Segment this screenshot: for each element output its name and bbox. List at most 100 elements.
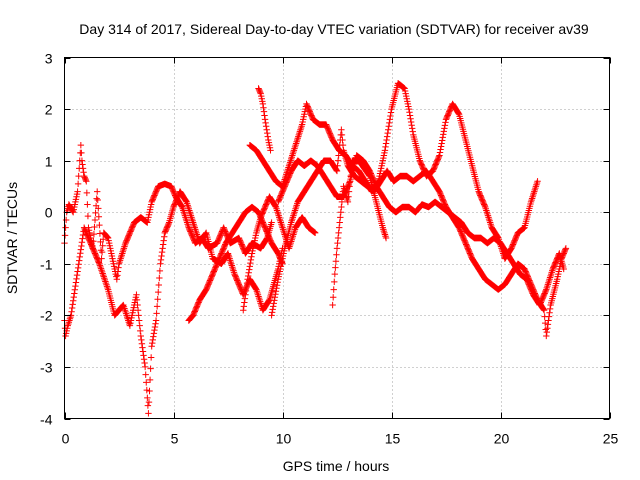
y-tick-label: -2 (40, 308, 53, 324)
data-point (151, 326, 158, 334)
data-point (275, 212, 282, 219)
data-point (483, 209, 491, 216)
data-point (279, 226, 287, 233)
data-point (546, 274, 554, 281)
data-point (330, 286, 337, 293)
data-point (240, 303, 248, 310)
data-point (74, 180, 82, 188)
data-point (98, 268, 106, 276)
data-point (338, 203, 345, 211)
data-point (548, 269, 555, 276)
data-point (544, 321, 552, 328)
data-point (142, 371, 149, 378)
data-point (264, 133, 271, 140)
data-point (80, 169, 87, 176)
data-point (545, 279, 552, 286)
data-point (79, 165, 87, 172)
data-point (84, 212, 92, 220)
data-point (335, 224, 343, 231)
data-point (120, 246, 127, 254)
data-point (387, 112, 394, 120)
data-point (138, 336, 145, 344)
data-point (547, 272, 554, 280)
data-point (255, 293, 262, 300)
data-point (549, 267, 556, 274)
data-point (97, 263, 104, 271)
data-point (62, 224, 69, 231)
y-tick-label: 3 (45, 51, 53, 67)
data-point (543, 328, 551, 336)
data-point (268, 219, 275, 226)
data-point (256, 89, 264, 96)
data-point (345, 193, 352, 200)
data-point (347, 172, 354, 180)
data-point (139, 348, 147, 355)
x-tick-label: 10 (276, 431, 292, 447)
data-point (103, 283, 111, 290)
data-point (66, 315, 74, 322)
data-point (155, 281, 162, 289)
data-point (242, 291, 249, 298)
data-point (545, 313, 553, 320)
data-point (244, 276, 251, 283)
data-point (276, 215, 283, 223)
data-point (144, 394, 151, 402)
data-point (271, 294, 279, 301)
data-point (141, 359, 148, 367)
data-point (387, 109, 395, 116)
data-point (77, 141, 85, 149)
data-point (74, 188, 81, 195)
data-point (442, 119, 449, 126)
data-point (441, 122, 449, 129)
data-point (344, 198, 352, 206)
data-point (409, 128, 416, 135)
data-point (244, 272, 252, 280)
data-point (289, 233, 297, 240)
data-point (270, 300, 277, 307)
data-point (152, 320, 159, 327)
data-point (143, 386, 150, 394)
data-point (312, 229, 319, 237)
data-point (138, 340, 146, 347)
data-point (269, 306, 276, 313)
data-point (544, 282, 551, 290)
data-point (117, 253, 125, 261)
data-point (380, 227, 388, 235)
data-point (243, 283, 250, 291)
data-point (98, 267, 105, 274)
series-track-5 (246, 80, 541, 262)
data-point (117, 255, 124, 262)
data-point (183, 217, 190, 225)
data-point (98, 248, 106, 256)
data-point (289, 215, 296, 223)
data-point (148, 343, 155, 350)
data-point (290, 231, 297, 238)
data-point (437, 143, 445, 150)
data-point (274, 279, 281, 286)
chart-title: Day 314 of 2017, Sidereal Day-to-day VTE… (79, 21, 589, 37)
data-point (121, 241, 129, 249)
data-point (331, 278, 338, 286)
data-point (93, 195, 100, 202)
data-point (180, 209, 188, 216)
data-point (122, 310, 130, 317)
data-point (440, 128, 448, 135)
data-point (267, 147, 274, 154)
data-point (265, 297, 273, 304)
data-point (99, 242, 106, 249)
data-point (381, 231, 389, 238)
data-point (230, 269, 238, 276)
data-point (69, 208, 76, 215)
data-point (240, 307, 247, 314)
data-point (246, 266, 253, 273)
data-point (334, 239, 341, 247)
data-point (76, 257, 83, 264)
data-point (528, 196, 535, 204)
data-point (134, 307, 142, 314)
data-point (264, 129, 271, 137)
data-point (202, 230, 209, 237)
data-point (94, 196, 101, 204)
data-point (159, 241, 167, 248)
data-point (346, 183, 353, 190)
data-point (274, 209, 281, 216)
